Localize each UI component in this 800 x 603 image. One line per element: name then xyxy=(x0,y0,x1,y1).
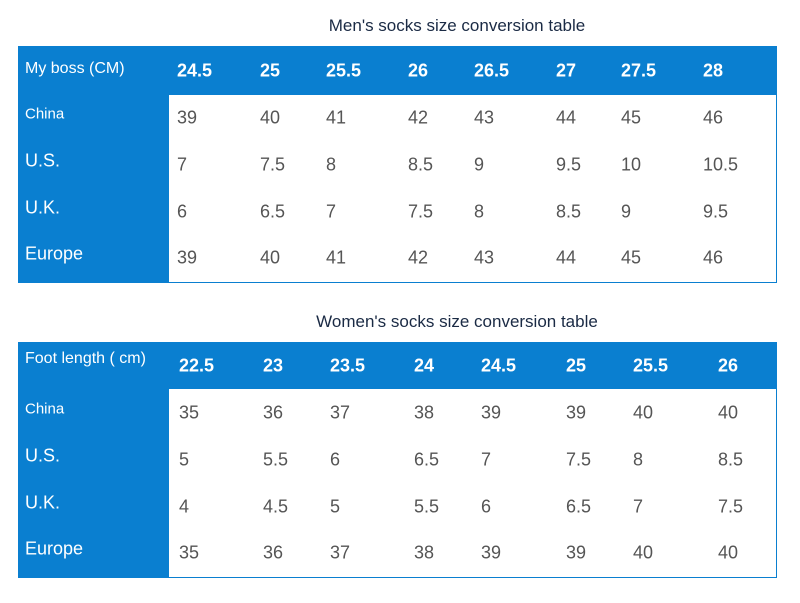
cell: 7 xyxy=(177,154,188,175)
header-value: 25.5 xyxy=(326,60,362,81)
cell: 36 xyxy=(263,542,284,563)
cell: 5 xyxy=(330,496,341,517)
cell: 44 xyxy=(556,247,577,268)
row-label: Europe xyxy=(25,243,84,264)
cell: 35 xyxy=(179,402,200,423)
cell: 38 xyxy=(414,402,435,423)
cell: 41 xyxy=(326,247,347,268)
cell: 43 xyxy=(474,247,495,268)
header-label: My boss (CM) xyxy=(25,60,125,77)
cell: 40 xyxy=(260,247,281,268)
cell: 6.5 xyxy=(414,449,440,470)
cell: 39 xyxy=(177,247,198,268)
cell: 45 xyxy=(621,247,642,268)
cell: 39 xyxy=(481,542,502,563)
cell: 44 xyxy=(556,107,577,128)
header-value: 22.5 xyxy=(179,355,215,376)
header-value: 26.5 xyxy=(474,60,510,81)
cell: 37 xyxy=(330,542,351,563)
cell: 7.5 xyxy=(718,496,744,517)
cell: 7 xyxy=(326,201,337,222)
cell: 8.5 xyxy=(556,201,582,222)
cell: 43 xyxy=(474,107,495,128)
cell: 5.5 xyxy=(263,449,289,470)
row-label: U.K. xyxy=(25,197,61,218)
header-value: 24.5 xyxy=(481,355,517,376)
cell: 7.5 xyxy=(260,154,286,175)
cell: 8.5 xyxy=(718,449,744,470)
cell: 5 xyxy=(179,449,190,470)
cell: 7 xyxy=(633,496,644,517)
cell: 9.5 xyxy=(703,201,729,222)
cell: 39 xyxy=(566,542,587,563)
cell: 7.5 xyxy=(566,449,592,470)
cell: 6 xyxy=(330,449,341,470)
header-value: 26 xyxy=(408,60,429,81)
cell: 40 xyxy=(718,542,739,563)
header-value: 23 xyxy=(263,355,284,376)
cell: 39 xyxy=(177,107,198,128)
cell: 46 xyxy=(703,107,724,128)
cell: 39 xyxy=(481,402,502,423)
cell: 45 xyxy=(621,107,642,128)
row-label: U.K. xyxy=(25,492,61,513)
cell: 38 xyxy=(414,542,435,563)
header-value: 25 xyxy=(260,60,281,81)
cell: 10.5 xyxy=(703,154,739,175)
cell: 8.5 xyxy=(408,154,434,175)
cell: 6 xyxy=(177,201,188,222)
cell: 10 xyxy=(621,154,642,175)
cell: 7 xyxy=(481,449,492,470)
cell: 6.5 xyxy=(566,496,592,517)
cell: 9 xyxy=(621,201,632,222)
header-value: 23.5 xyxy=(330,355,366,376)
label-column xyxy=(18,342,169,578)
label-column xyxy=(18,46,169,283)
row-label: U.S. xyxy=(25,445,61,466)
header-value: 25.5 xyxy=(633,355,669,376)
cell: 36 xyxy=(263,402,284,423)
cell: 7.5 xyxy=(408,201,434,222)
cell: 6 xyxy=(481,496,492,517)
row-label: Europe xyxy=(25,538,84,559)
cell: 5.5 xyxy=(414,496,440,517)
cell: 46 xyxy=(703,247,724,268)
cell: 40 xyxy=(718,402,739,423)
header-label: Foot length ( cm) xyxy=(25,350,146,367)
cell: 42 xyxy=(408,107,429,128)
cell: 35 xyxy=(179,542,200,563)
row-label: China xyxy=(25,400,65,418)
header-value: 28 xyxy=(703,60,724,81)
row-label: China xyxy=(25,105,65,123)
cell: 8 xyxy=(326,154,337,175)
cell: 4.5 xyxy=(263,496,289,517)
cell: 8 xyxy=(633,449,644,470)
header-value: 25 xyxy=(566,355,587,376)
cell: 37 xyxy=(330,402,351,423)
cell: 9 xyxy=(474,154,485,175)
table-title: Women's socks size conversion table xyxy=(316,312,598,331)
header-value: 27 xyxy=(556,60,577,81)
cell: 41 xyxy=(326,107,347,128)
header-value: 26 xyxy=(718,355,739,376)
header-value: 24 xyxy=(414,355,435,376)
cell: 9.5 xyxy=(556,154,582,175)
header-value: 24.5 xyxy=(177,60,213,81)
cell: 6.5 xyxy=(260,201,286,222)
row-label: U.S. xyxy=(25,150,61,171)
cell: 8 xyxy=(474,201,485,222)
cell: 40 xyxy=(633,542,654,563)
cell: 39 xyxy=(566,402,587,423)
cell: 40 xyxy=(260,107,281,128)
cell: 4 xyxy=(179,496,190,517)
cell: 40 xyxy=(633,402,654,423)
table-title: Men's socks size conversion table xyxy=(328,16,586,35)
cell: 42 xyxy=(408,247,429,268)
header-value: 27.5 xyxy=(621,60,657,81)
